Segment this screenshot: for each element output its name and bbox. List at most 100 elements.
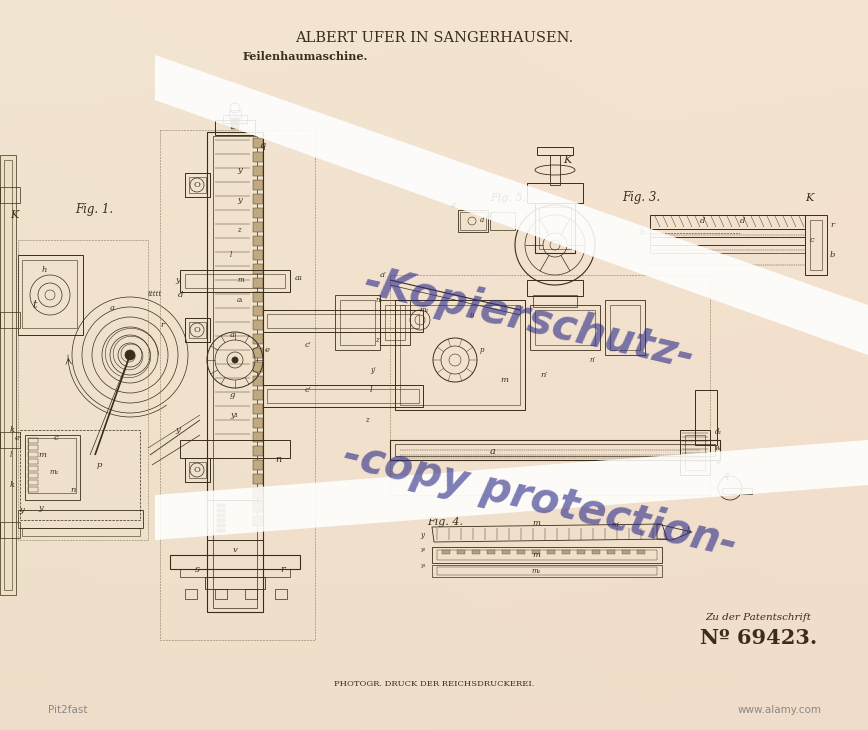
- Bar: [245, 589, 257, 599]
- Text: ttttt: ttttt: [148, 290, 162, 298]
- Bar: [610, 305, 640, 350]
- Text: k: k: [10, 481, 15, 489]
- Bar: [562, 550, 570, 554]
- Text: l: l: [10, 451, 12, 459]
- Bar: [223, 115, 247, 123]
- Text: n: n: [275, 456, 281, 464]
- Bar: [472, 550, 480, 554]
- Text: b: b: [640, 229, 646, 237]
- Text: Fig. 5.: Fig. 5.: [490, 193, 526, 203]
- Text: a: a: [110, 304, 115, 312]
- Text: x: x: [716, 458, 720, 466]
- Text: n′: n′: [590, 356, 596, 364]
- Bar: [622, 550, 630, 554]
- Text: h: h: [42, 266, 48, 274]
- Bar: [217, 509, 225, 512]
- Text: K: K: [10, 210, 18, 220]
- Bar: [390, 440, 720, 460]
- Bar: [185, 458, 210, 482]
- Text: n′: n′: [540, 371, 547, 379]
- Text: www.alamy.com: www.alamy.com: [738, 705, 822, 715]
- Bar: [395, 444, 715, 456]
- Bar: [805, 215, 827, 275]
- Text: p: p: [97, 461, 102, 469]
- Bar: [253, 306, 263, 316]
- Bar: [695, 390, 717, 445]
- Bar: [395, 300, 525, 410]
- Bar: [650, 229, 805, 237]
- Bar: [215, 120, 255, 135]
- Bar: [207, 500, 263, 540]
- Text: y: y: [237, 196, 242, 204]
- Bar: [28, 487, 38, 492]
- Bar: [263, 310, 423, 332]
- Text: Nº 69423.: Nº 69423.: [700, 628, 818, 648]
- Bar: [213, 136, 257, 608]
- Bar: [253, 390, 263, 400]
- Text: m: m: [532, 551, 540, 559]
- Bar: [592, 550, 600, 554]
- Bar: [185, 274, 285, 288]
- Text: d: d: [178, 291, 183, 299]
- Bar: [385, 305, 405, 340]
- Text: q′: q′: [722, 471, 731, 480]
- Bar: [253, 516, 263, 526]
- Bar: [253, 152, 263, 162]
- Bar: [432, 547, 662, 563]
- Text: O: O: [194, 466, 201, 474]
- Bar: [680, 430, 710, 475]
- Text: l: l: [230, 251, 233, 259]
- Bar: [437, 550, 657, 560]
- Text: m: m: [38, 451, 46, 459]
- Bar: [4, 160, 12, 590]
- Bar: [180, 270, 290, 292]
- Bar: [160, 130, 315, 640]
- Bar: [442, 550, 450, 554]
- Text: Zu der Patentschrift: Zu der Patentschrift: [705, 613, 811, 623]
- Text: m′: m′: [612, 521, 621, 529]
- Text: y: y: [19, 506, 23, 514]
- Bar: [390, 275, 710, 495]
- Bar: [539, 207, 571, 249]
- Text: m: m: [500, 376, 508, 384]
- Text: y₁: y₁: [230, 411, 238, 419]
- Bar: [535, 310, 595, 345]
- Text: y₃: y₃: [420, 563, 425, 567]
- Bar: [217, 519, 225, 522]
- Bar: [267, 314, 419, 328]
- Bar: [28, 473, 38, 478]
- Text: m₁: m₁: [420, 306, 430, 314]
- Bar: [217, 529, 225, 532]
- Bar: [22, 260, 77, 328]
- Text: d: d: [740, 217, 746, 225]
- Bar: [437, 567, 657, 575]
- Bar: [217, 504, 225, 507]
- Bar: [517, 550, 525, 554]
- Bar: [207, 132, 263, 612]
- Text: p: p: [480, 346, 484, 354]
- Text: n₁: n₁: [375, 296, 382, 304]
- Bar: [18, 510, 143, 528]
- Text: y: y: [175, 276, 180, 284]
- Bar: [25, 435, 80, 500]
- Polygon shape: [155, 440, 868, 540]
- Bar: [637, 550, 645, 554]
- Text: b: b: [830, 251, 835, 259]
- Text: PHOTOGR. DRUCK DER REICHSDRUCKEREI.: PHOTOGR. DRUCK DER REICHSDRUCKEREI.: [334, 680, 534, 688]
- Text: m: m: [237, 276, 244, 284]
- Text: d: d: [700, 217, 706, 225]
- Bar: [253, 278, 263, 288]
- Bar: [487, 550, 495, 554]
- Bar: [253, 180, 263, 190]
- Bar: [502, 550, 510, 554]
- Circle shape: [125, 350, 135, 360]
- Bar: [340, 300, 375, 345]
- Text: Feilenhaumaschine.: Feilenhaumaschine.: [242, 50, 368, 61]
- Text: Fig. 3.: Fig. 3.: [622, 191, 661, 204]
- Bar: [253, 222, 263, 232]
- Bar: [253, 208, 263, 218]
- Text: a: a: [230, 331, 235, 339]
- Text: y: y: [420, 531, 424, 539]
- Text: t: t: [32, 300, 36, 310]
- Text: e: e: [265, 346, 270, 354]
